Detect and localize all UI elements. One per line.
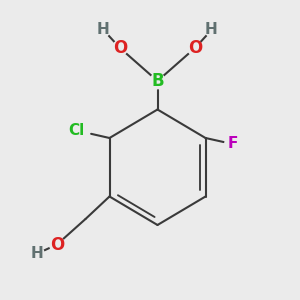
Circle shape [97, 23, 110, 37]
Text: B: B [151, 72, 164, 90]
Text: O: O [113, 39, 127, 57]
Circle shape [225, 136, 240, 152]
Circle shape [50, 237, 64, 252]
Circle shape [150, 74, 165, 88]
Text: H: H [31, 246, 44, 261]
Text: O: O [50, 236, 64, 253]
Circle shape [64, 118, 88, 142]
Text: F: F [227, 136, 238, 152]
Text: H: H [205, 22, 218, 38]
Text: Cl: Cl [68, 123, 85, 138]
Circle shape [31, 247, 44, 260]
Circle shape [188, 40, 202, 56]
Text: H: H [97, 22, 110, 38]
Circle shape [112, 40, 128, 56]
Text: O: O [188, 39, 202, 57]
Circle shape [205, 23, 218, 37]
